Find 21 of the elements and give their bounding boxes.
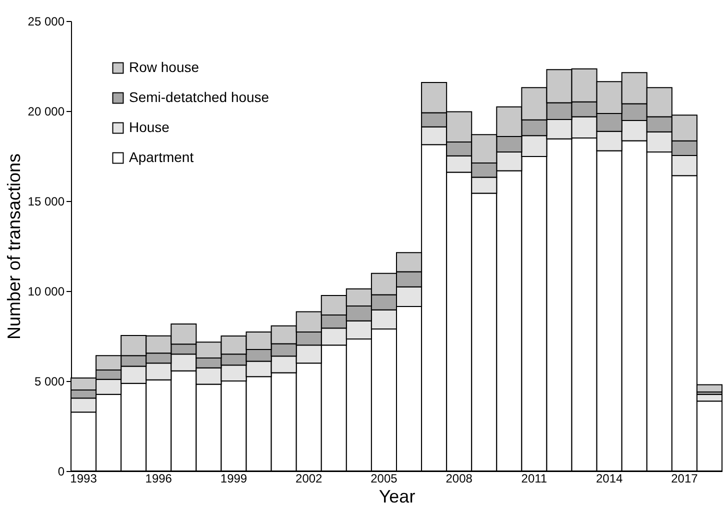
y-axis-title: Number of transactions [4, 153, 24, 340]
x-tick-label: 2014 [596, 472, 623, 486]
legend-label: Apartment [129, 149, 194, 165]
x-tick-label: 2011 [521, 472, 548, 486]
x-tick-label: 1996 [145, 472, 172, 486]
y-tick-label: 10 000 [28, 284, 65, 298]
y-tick-label: 0 [58, 464, 65, 478]
y-tick-label: 20 000 [28, 104, 65, 118]
y-tick-label: 15 000 [28, 194, 65, 208]
y-tick-label: 25 000 [28, 14, 65, 28]
legend-label: Row house [129, 59, 200, 75]
x-tick-label: 1999 [220, 472, 248, 486]
x-axis-title: Year [378, 486, 416, 506]
x-tick-label: 1993 [70, 472, 98, 486]
x-tick-label: 2002 [296, 472, 323, 486]
x-tick-label: 2005 [370, 472, 398, 486]
x-tick-label: 2017 [671, 472, 698, 486]
legend-label: Semi-detatched house [129, 89, 270, 105]
y-tick-label: 5 000 [34, 374, 65, 388]
legend-label: House [129, 119, 170, 135]
x-tick-label: 2008 [446, 472, 473, 486]
